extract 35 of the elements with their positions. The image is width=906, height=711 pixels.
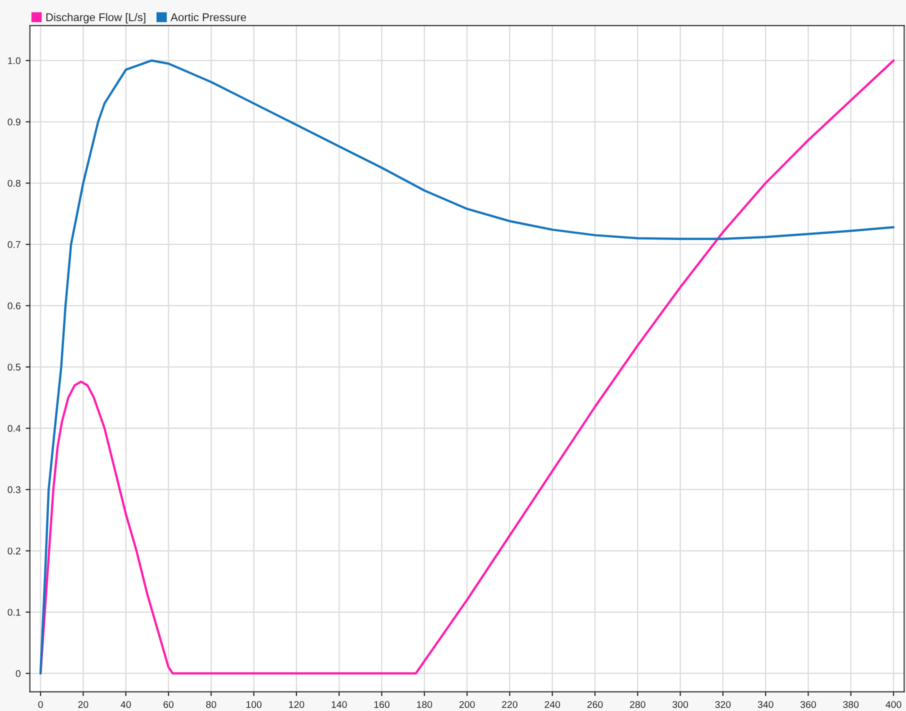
y-tick-label: 0.8	[8, 180, 20, 187]
y-tick-label: 0.6	[8, 302, 20, 310]
y-tick-label: 1.0	[8, 57, 20, 64]
x-tick-label: 220	[502, 701, 518, 708]
y-tick-label: 0.9	[8, 118, 20, 126]
x-tick-label: 340	[758, 701, 774, 708]
y-tick-label: 0.7	[8, 241, 20, 248]
legend-label: Aortic Pressure	[170, 13, 246, 22]
x-tick-label: 120	[289, 701, 304, 708]
x-tick-label: 80	[206, 701, 216, 708]
x-tick-label: 300	[672, 701, 688, 708]
x-tick-label: 40	[120, 701, 131, 708]
y-tick-label: 0	[16, 670, 20, 678]
x-tick-label: 360	[800, 701, 816, 708]
line-series	[39, 59, 895, 675]
legend-label: Discharge Flow [L/s]	[46, 13, 146, 24]
x-tick-label: 200	[459, 701, 475, 708]
y-tick-label: 0.5	[8, 364, 20, 371]
x-tick-label: 180	[417, 701, 432, 708]
y-tick-label: 0.3	[8, 486, 20, 494]
x-tick-label: 280	[630, 701, 646, 708]
y-tick-label: 0.4	[8, 424, 21, 432]
x-tick-label: 240	[544, 701, 560, 708]
y-tick-label: 0.2	[8, 548, 20, 554]
x-tick-label: 380	[843, 701, 859, 708]
y-tick-label: 0.1	[8, 608, 20, 616]
x-tick-label: 20	[78, 701, 88, 708]
x-tick-label: 260	[587, 701, 603, 708]
x-tick-label: 400	[886, 701, 902, 708]
x-tick-label: 140	[332, 701, 347, 708]
x-tick-label: 320	[715, 701, 731, 708]
x-tick-label: 100	[246, 701, 262, 708]
x-tick-label: 60	[164, 701, 174, 708]
x-tick-label: 0	[38, 701, 43, 708]
x-tick-label: 160	[374, 701, 390, 708]
